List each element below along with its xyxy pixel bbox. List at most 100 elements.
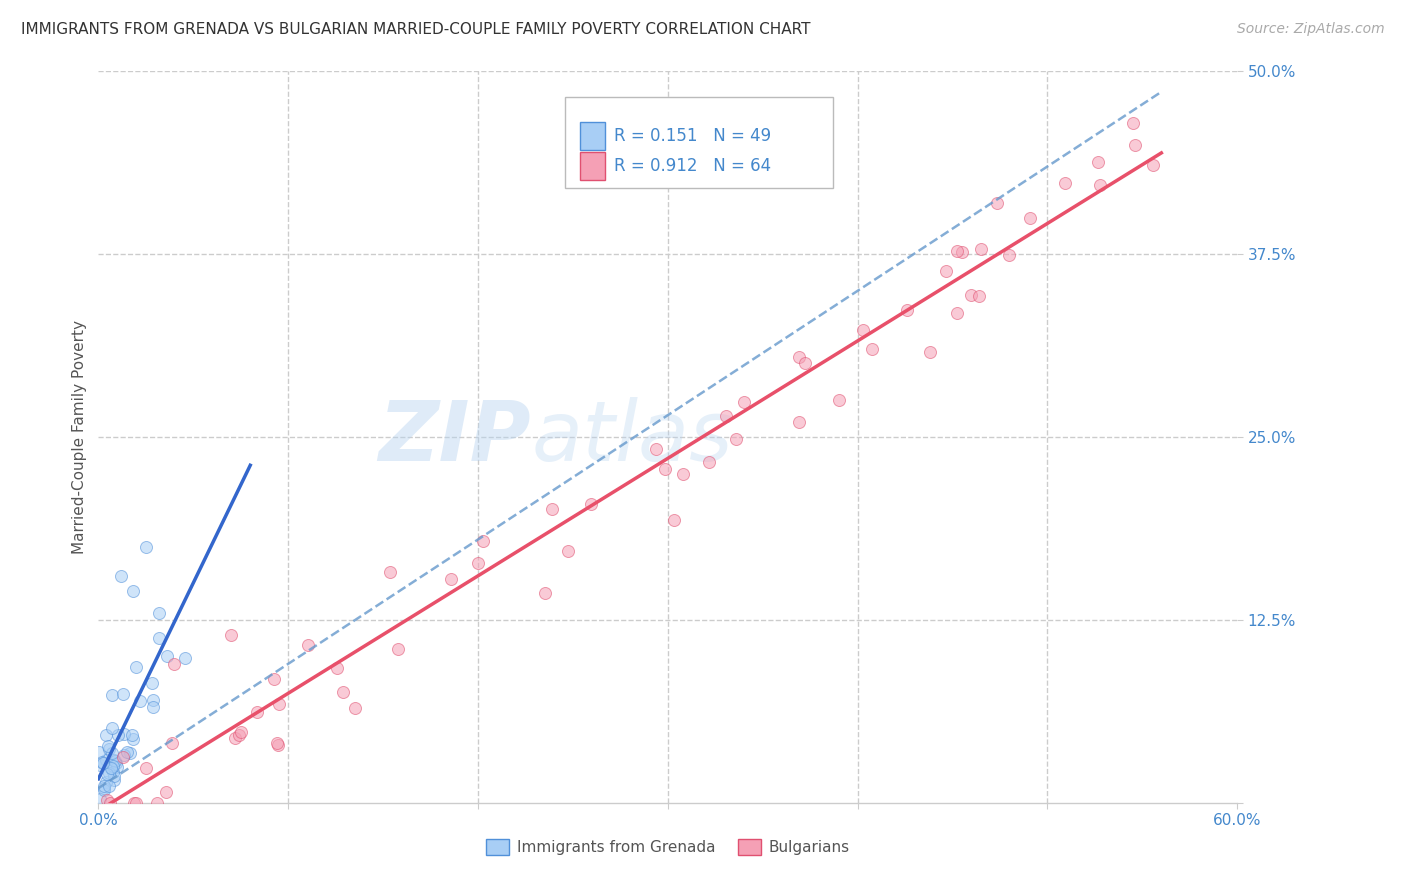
Point	[105, 756, 128, 771]
Point	[93, 780, 115, 795]
Point	[148, 632, 170, 646]
Point	[128, 694, 150, 708]
Point	[266, 736, 288, 750]
Point	[96, 793, 118, 807]
FancyBboxPatch shape	[565, 97, 832, 188]
Point	[142, 700, 165, 714]
Point	[1142, 158, 1164, 172]
Point	[794, 355, 817, 369]
Point	[135, 761, 157, 775]
Point	[378, 566, 401, 580]
Point	[100, 762, 122, 776]
Point	[89, 792, 111, 806]
Legend: Immigrants from Grenada, Bulgarians: Immigrants from Grenada, Bulgarians	[479, 833, 856, 861]
Point	[332, 684, 354, 698]
Point	[135, 540, 157, 554]
Point	[103, 753, 125, 767]
Point	[852, 323, 875, 337]
Point	[967, 289, 990, 303]
Text: R = 0.912   N = 64: R = 0.912 N = 64	[614, 157, 772, 175]
Point	[121, 728, 143, 742]
Point	[387, 642, 409, 657]
Point	[534, 586, 557, 600]
Point	[89, 757, 111, 772]
Point	[97, 741, 120, 756]
Point	[163, 657, 186, 671]
Point	[714, 409, 737, 423]
Point	[672, 467, 695, 481]
Point	[970, 242, 993, 256]
Point	[960, 288, 983, 302]
Point	[896, 303, 918, 318]
Point	[828, 393, 851, 408]
Point	[950, 245, 973, 260]
Point	[557, 543, 579, 558]
Point	[1088, 178, 1111, 192]
Text: atlas: atlas	[531, 397, 733, 477]
Point	[103, 769, 125, 783]
Point	[104, 754, 127, 768]
Point	[87, 745, 110, 759]
Point	[946, 244, 969, 258]
Point	[325, 661, 347, 675]
Point	[93, 779, 115, 793]
Point	[101, 764, 124, 779]
Point	[654, 461, 676, 475]
Point	[101, 721, 124, 735]
Text: Source: ZipAtlas.com: Source: ZipAtlas.com	[1237, 22, 1385, 37]
Point	[344, 701, 367, 715]
Point	[94, 753, 117, 767]
Point	[263, 672, 285, 686]
Point	[105, 760, 128, 774]
Y-axis label: Married-Couple Family Poverty: Married-Couple Family Poverty	[72, 320, 87, 554]
Point	[662, 513, 685, 527]
Point	[112, 750, 135, 764]
Point	[733, 395, 755, 409]
Text: R = 0.151   N = 49: R = 0.151 N = 49	[614, 127, 772, 145]
Point	[246, 705, 269, 719]
Point	[97, 780, 120, 794]
Point	[860, 342, 883, 356]
Point	[97, 739, 120, 753]
Point	[228, 728, 250, 742]
Point	[91, 756, 114, 770]
Point	[155, 785, 177, 799]
Point	[112, 748, 135, 763]
Point	[440, 572, 463, 586]
Point	[101, 688, 124, 702]
Point	[918, 345, 941, 359]
Point	[112, 727, 135, 741]
Point	[110, 569, 132, 583]
Point	[122, 796, 145, 810]
Point	[267, 738, 290, 752]
Point	[148, 606, 170, 620]
Point	[946, 306, 969, 320]
Point	[645, 442, 668, 457]
Point	[121, 583, 143, 598]
Point	[156, 648, 179, 663]
Point	[998, 248, 1021, 262]
Point	[122, 731, 145, 746]
Point	[98, 766, 121, 780]
Point	[96, 767, 118, 781]
Point	[221, 627, 243, 641]
Point	[934, 264, 956, 278]
Point	[541, 501, 564, 516]
Point	[1053, 176, 1076, 190]
Point	[1087, 155, 1109, 169]
Point	[100, 761, 122, 775]
Point	[103, 759, 125, 773]
Text: IMMIGRANTS FROM GRENADA VS BULGARIAN MARRIED-COUPLE FAMILY POVERTY CORRELATION C: IMMIGRANTS FROM GRENADA VS BULGARIAN MAR…	[21, 22, 811, 37]
Point	[579, 497, 602, 511]
Text: ZIP: ZIP	[378, 397, 531, 477]
Point	[467, 556, 489, 570]
Bar	[581, 122, 605, 150]
Point	[224, 731, 246, 745]
Point	[1122, 115, 1144, 129]
Point	[986, 195, 1008, 210]
Point	[1123, 137, 1146, 152]
Point	[142, 693, 165, 707]
Point	[471, 534, 494, 549]
Point	[125, 796, 148, 810]
Point	[267, 697, 290, 711]
